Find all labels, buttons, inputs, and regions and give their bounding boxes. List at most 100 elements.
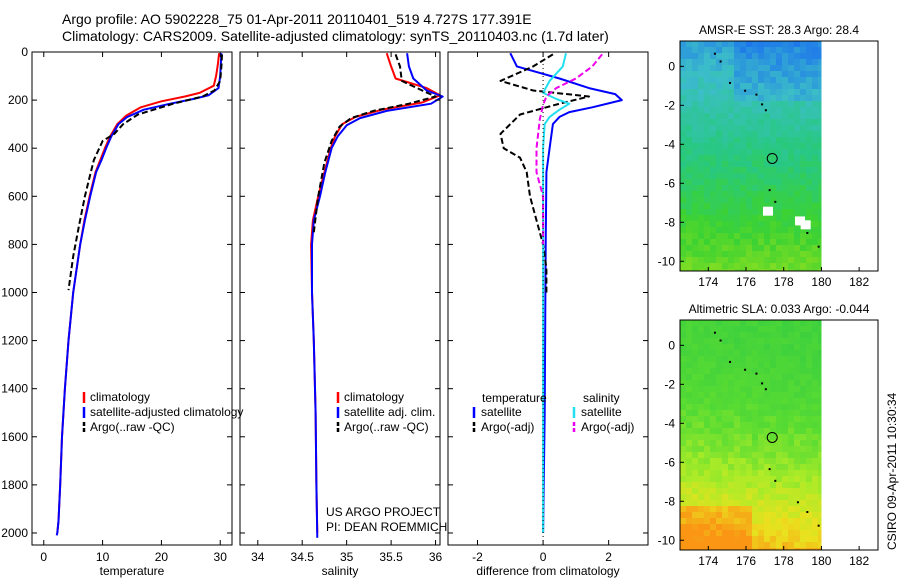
island-dot — [764, 388, 767, 391]
y-tick-label: 2000 — [1, 526, 28, 540]
legend-label: Argo(..raw -QC) — [344, 420, 429, 434]
y-tick-label: -10 — [658, 254, 676, 268]
y-tick-label: 1200 — [1, 334, 28, 348]
y-tick-label: 200 — [8, 93, 28, 107]
legend-heading-salinity: salinity — [583, 391, 620, 405]
missing-data-patch — [800, 220, 811, 230]
island-dot — [755, 372, 758, 375]
y-tick-label: -2 — [664, 98, 675, 112]
y-tick-label: -4 — [664, 416, 675, 430]
island-dot — [817, 524, 820, 527]
island-dot — [768, 468, 771, 471]
heatmap-cells — [680, 41, 822, 271]
island-dot — [761, 103, 764, 106]
map-title: Altimetric SLA: 0.033 Argo: -0.044 — [689, 302, 870, 316]
x-tick-label: 36 — [429, 550, 443, 564]
panel-frame — [239, 51, 441, 546]
x-tick-label: 178 — [774, 275, 794, 289]
y-tick-label: -4 — [664, 137, 675, 151]
chart-title-line-2: Climatology: CARS2009. Satellite-adjuste… — [62, 28, 609, 44]
y-tick-label: 800 — [8, 237, 28, 251]
series-line-temperature-satellite — [509, 52, 623, 534]
x-tick-label: 35 — [340, 550, 354, 564]
x-tick-label: 174 — [698, 275, 718, 289]
x-tick-label: 10 — [96, 550, 110, 564]
island-dot — [755, 93, 758, 96]
x-tick-label: 2 — [605, 550, 612, 564]
y-tick-label: 1000 — [1, 285, 28, 299]
island-dot — [719, 339, 722, 342]
y-tick-label: -6 — [664, 455, 675, 469]
x-axis-label: difference from climatology — [476, 564, 619, 578]
map-frame — [679, 319, 879, 551]
legend-label: satellite-adjusted climatology — [90, 405, 243, 419]
x-tick-label: 182 — [849, 554, 869, 568]
island-dot — [764, 109, 767, 112]
legend-label: satellite — [481, 405, 522, 419]
x-tick-label: 30 — [214, 550, 228, 564]
map-title: AMSR-E SST: 28.3 Argo: 28.4 — [699, 23, 859, 37]
legend-label: Argo(..raw -QC) — [90, 420, 175, 434]
island-dot — [729, 360, 732, 363]
island-dot — [768, 189, 771, 192]
x-tick-label: 35.5 — [379, 550, 403, 564]
legend-label: climatology — [90, 390, 150, 404]
x-axis-label: salinity — [322, 564, 359, 578]
x-tick-label: 182 — [849, 275, 869, 289]
missing-data-patch — [795, 216, 806, 226]
map-sst_map: 174 176 178 180 182 0 -2 -4 -6 -8 -10 AMSR-E SST: 2… — [658, 23, 879, 289]
x-tick-label: 174 — [698, 554, 718, 568]
profile-location-marker — [766, 431, 778, 443]
chart-title-line-1: Argo profile: AO 5902228_75 01-Apr-2011 … — [62, 11, 532, 27]
island-dot — [806, 232, 809, 235]
island-dot — [761, 382, 764, 385]
y-tick-label: -8 — [664, 494, 675, 508]
island-dot — [744, 89, 747, 92]
x-tick-label: 180 — [811, 275, 831, 289]
series-line-climatology — [310, 52, 441, 534]
series-line-satellite-adj-clim- — [311, 53, 444, 538]
y-tick-label: 0 — [21, 45, 28, 59]
timestamp-side-label: CSIRO 09-Apr-2011 10:30:34 — [885, 392, 899, 550]
y-tick-label: 1400 — [1, 382, 28, 396]
island-dot — [713, 331, 716, 334]
map-frame — [679, 40, 879, 272]
island-dot — [774, 479, 777, 482]
y-tick-label: 0 — [668, 59, 675, 73]
island-dot — [713, 52, 716, 55]
island-dot — [796, 501, 799, 504]
annotation-project: US ARGO PROJECT — [326, 505, 441, 519]
legend-label: satellite adj. clim. — [344, 405, 435, 419]
island-dot — [719, 60, 722, 63]
x-tick-label: -2 — [472, 550, 483, 564]
y-tick-label: 0 — [668, 338, 675, 352]
island-dot — [744, 368, 747, 371]
y-tick-label: 1800 — [1, 478, 28, 492]
legend-label: Argo(-adj) — [581, 420, 634, 434]
x-tick-label: 20 — [155, 550, 169, 564]
x-tick-label: 180 — [811, 554, 831, 568]
x-tick-label: 0 — [40, 550, 47, 564]
x-tick-label: 34.5 — [291, 550, 315, 564]
panel-temperature: 0 10 20 30 temperature 0 200 400 600 800 1000 1200 1… — [1, 45, 243, 578]
map-sla_map: 174 176 178 180 182 0 -2 -4 -6 -8 -10 Altimetric SL… — [658, 302, 879, 568]
island-dot — [774, 200, 777, 203]
profile-location-marker — [766, 152, 778, 164]
y-tick-label: 1600 — [1, 430, 28, 444]
legend-label: Argo(-adj) — [481, 420, 534, 434]
x-tick-label: 0 — [540, 550, 547, 564]
missing-data-patch — [762, 206, 773, 216]
panel-salinity: 34 34.5 35 35.5 36 salinity climatologysatelli… — [239, 51, 447, 578]
legend-heading-temperature: temperature — [482, 391, 547, 405]
series-line-argo-raw-qc- — [312, 54, 437, 233]
y-tick-label: -6 — [664, 176, 675, 190]
x-tick-label: 176 — [736, 275, 756, 289]
legend-label: climatology — [344, 390, 404, 404]
series-line-salinity-satellite — [542, 52, 571, 533]
panel-frame — [447, 51, 649, 546]
series-line-temperature-argo-adj- — [499, 53, 590, 293]
series-line-climatology — [56, 53, 221, 534]
annotation-pi: PI: DEAN ROEMMICH — [326, 520, 447, 534]
